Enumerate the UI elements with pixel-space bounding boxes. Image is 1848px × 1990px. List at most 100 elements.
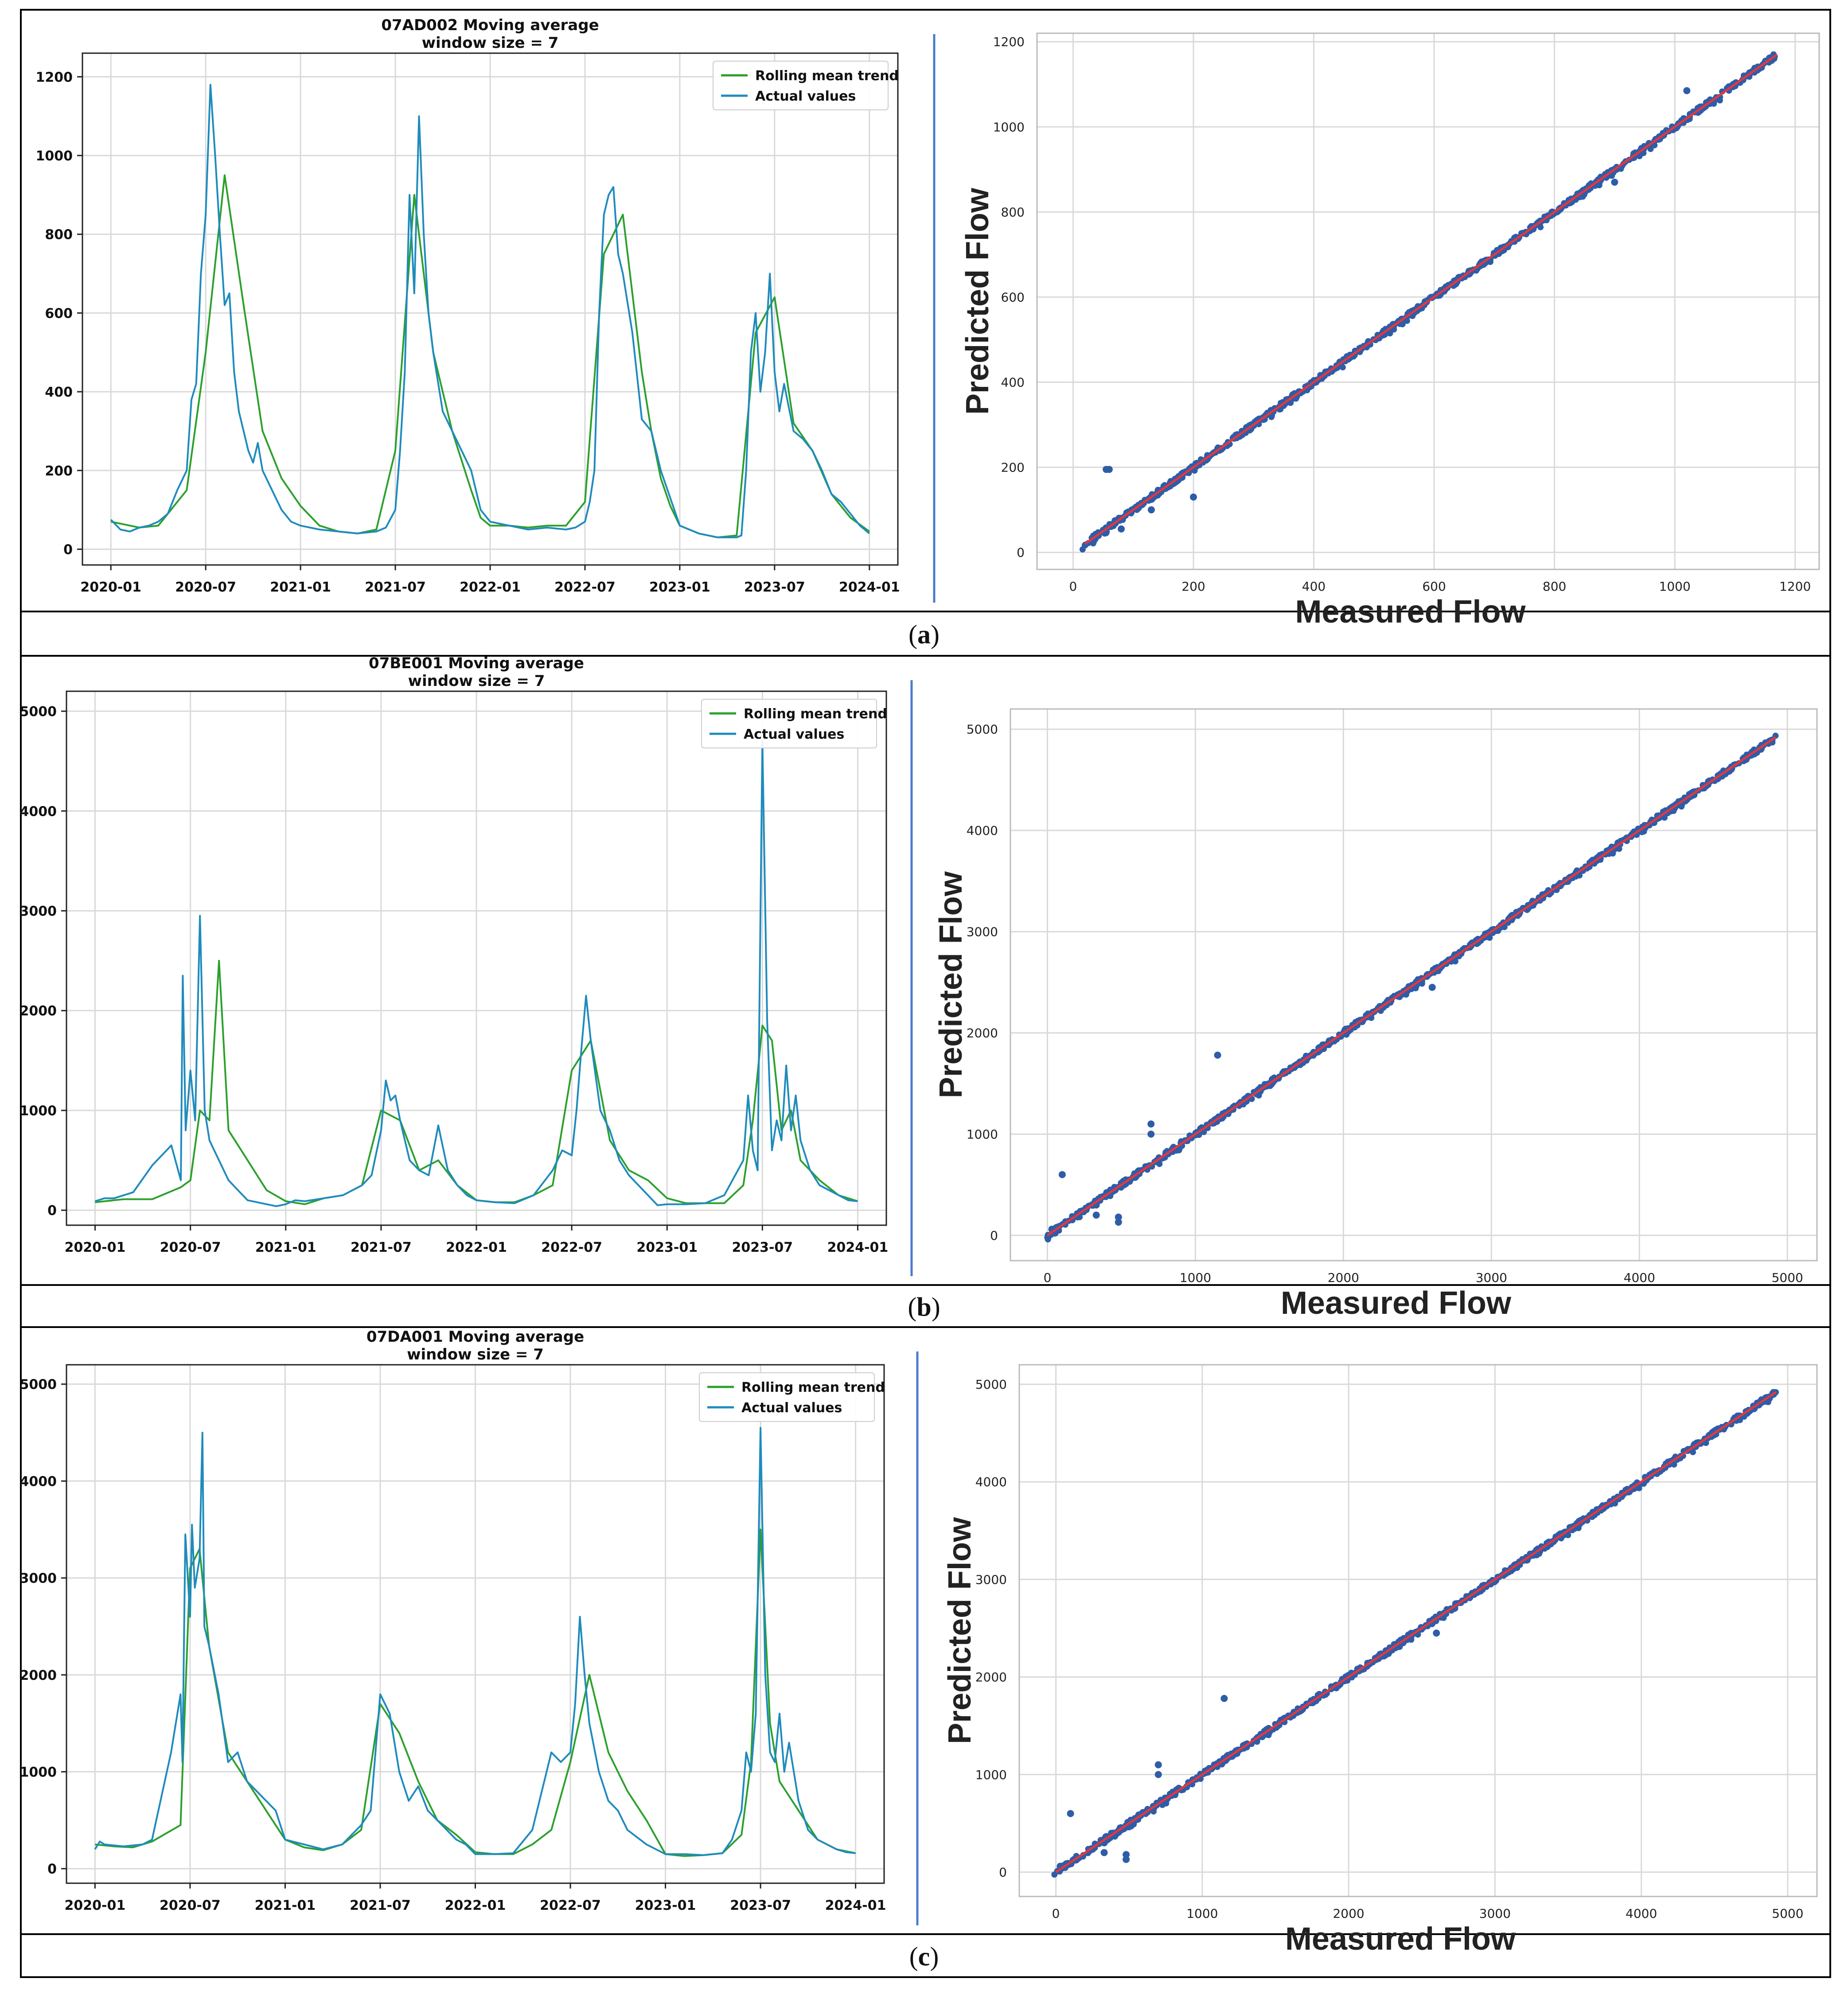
legend: Rolling mean trend Actual values	[699, 1372, 885, 1422]
legend: Rolling mean trend Actual values	[713, 61, 899, 110]
fit-line	[1084, 53, 1778, 545]
y-tick-label: 800	[45, 227, 73, 243]
y-tick-label: 200	[1001, 460, 1025, 475]
x-tick-label: 800	[1543, 579, 1566, 594]
x-tick-label: 2021-01	[270, 580, 331, 595]
y-tick-label: 4000	[20, 1474, 57, 1489]
y-tick-label: 3000	[967, 925, 998, 939]
timeseries-chart: 2020-01 2020-07 2021-01 2021-07 2022-01 2022-…	[36, 16, 900, 595]
actual-values-line	[94, 1427, 856, 1856]
y-tick-label: 1000	[993, 120, 1025, 134]
legend-label: Rolling mean trend	[741, 1380, 885, 1395]
plot-area-frame	[1036, 32, 1820, 570]
y-tick-label: 1000	[967, 1127, 998, 1141]
x-tick-label: 2021-07	[365, 580, 426, 595]
scatter-outlier-point	[1105, 466, 1113, 473]
x-tick-label: 5000	[1772, 1906, 1803, 1921]
y-tick-label: 2000	[975, 1670, 1007, 1685]
scatter-outlier-point	[1611, 179, 1618, 186]
legend-label: Actual values	[744, 727, 844, 742]
x-tick-label: 2022-07	[554, 580, 616, 595]
scatter-outlier-point	[1067, 1810, 1074, 1817]
x-axis-label: Measured Flow	[1295, 594, 1526, 630]
caption-close: )	[931, 620, 940, 649]
y-tick-label: 0	[1017, 545, 1025, 560]
fit-line	[1047, 736, 1776, 1236]
x-tick-label: 2023-01	[636, 1240, 698, 1255]
scatter-point	[1387, 330, 1393, 337]
scatter-point	[1268, 414, 1275, 421]
x-tick-label: 2021-01	[255, 1898, 316, 1913]
x-tick-label: 2023-07	[732, 1240, 793, 1255]
x-tick-label: 2024-01	[827, 1240, 889, 1255]
y-tick-label: 5000	[20, 1377, 57, 1393]
legend-box	[701, 699, 877, 748]
timeseries-chart: 2020-01 2020-07 2021-01 2021-07 2022-01 2022-…	[20, 1328, 886, 1913]
scatter-point	[1661, 814, 1668, 821]
legend-label: Actual values	[755, 89, 856, 104]
legend-label: Actual values	[741, 1400, 842, 1416]
legend-box	[699, 1372, 875, 1422]
y-tick-label: 1200	[993, 35, 1025, 49]
x-tick-label: 2024-01	[825, 1898, 886, 1913]
x-tick-label: 1000	[1186, 1906, 1218, 1921]
scatter-point	[1044, 1235, 1051, 1241]
x-tick-label: 2000	[1328, 1270, 1359, 1285]
x-axis-label: Measured Flow	[1281, 1285, 1512, 1321]
y-tick-label: 5000	[967, 722, 998, 737]
x-tick-label: 0	[1069, 579, 1077, 594]
scatter-outlier-point	[1154, 1761, 1162, 1768]
scatter-outlier-point	[1428, 984, 1436, 991]
panel-caption: (a)	[908, 620, 940, 649]
x-tick-label: 2021-07	[350, 1898, 411, 1913]
x-tick-label: 4000	[1624, 1270, 1655, 1285]
y-tick-label: 3000	[975, 1572, 1007, 1587]
fit-line	[1055, 1391, 1777, 1873]
actual-values-line	[94, 740, 858, 1207]
y-tick-label: 2000	[20, 1668, 57, 1683]
scatter-outlier-point	[1147, 506, 1155, 514]
scatter-outlier-point	[1220, 1695, 1228, 1702]
y-tick-label: 5000	[20, 704, 57, 720]
x-tick-label: 2020-07	[160, 1898, 221, 1913]
y-tick-label: 2000	[967, 1026, 998, 1040]
x-tick-label: 2021-01	[255, 1240, 316, 1255]
scatter-chart: 0 1000 2000 3000 4000 5000 0 1000 2000 3000 4000 50…	[933, 708, 1818, 1321]
y-axis-label: Predicted Flow	[942, 1517, 978, 1744]
figure-border	[20, 9, 1831, 1978]
y-tick-label: 3000	[20, 904, 57, 919]
x-tick-label: 2020-01	[65, 1898, 126, 1913]
y-tick-label: 1000	[975, 1768, 1007, 1782]
scatter-point	[1079, 546, 1086, 553]
scatter-point	[1191, 467, 1198, 474]
scatter-outlier-point	[1154, 1771, 1162, 1778]
plot-area-frame	[1018, 1364, 1818, 1897]
chart-subtitle: window size = 7	[407, 1346, 544, 1363]
scatter-outlier-point	[1092, 1211, 1100, 1219]
scatter-chart: 0 200 400 600 800 1000 1200 0 200 400 600 800 1000 12…	[960, 32, 1820, 630]
x-tick-label: 1000	[1659, 579, 1691, 594]
x-tick-label: 0	[1052, 1906, 1060, 1921]
x-tick-label: 2020-07	[160, 1240, 221, 1255]
chart-title: 07DA001 Moving average	[366, 1328, 584, 1346]
y-tick-label: 0	[47, 1861, 57, 1877]
y-tick-label: 1000	[36, 148, 73, 164]
x-tick-label: 2020-01	[80, 580, 141, 595]
scatter-outlier-point	[1683, 87, 1691, 94]
x-tick-label: 2020-07	[175, 580, 236, 595]
x-tick-label: 0	[1044, 1270, 1052, 1285]
scatter-outlier-point	[1058, 1171, 1066, 1178]
x-tick-label: 2024-01	[839, 580, 900, 595]
y-tick-label: 0	[999, 1865, 1007, 1880]
scatter-outlier-point	[1190, 493, 1197, 501]
legend-label: Rolling mean trend	[744, 706, 887, 722]
chart-title: 07AD002 Moving average	[381, 16, 599, 34]
x-tick-label: 1000	[1180, 1270, 1211, 1285]
scatter-outlier-point	[1123, 1856, 1130, 1863]
x-tick-label: 2020-01	[65, 1240, 126, 1255]
legend-label: Rolling mean trend	[755, 68, 899, 84]
x-axis-label: Measured Flow	[1285, 1921, 1516, 1957]
x-tick-label: 400	[1302, 579, 1326, 594]
panel-caption: (b)	[908, 1293, 940, 1322]
